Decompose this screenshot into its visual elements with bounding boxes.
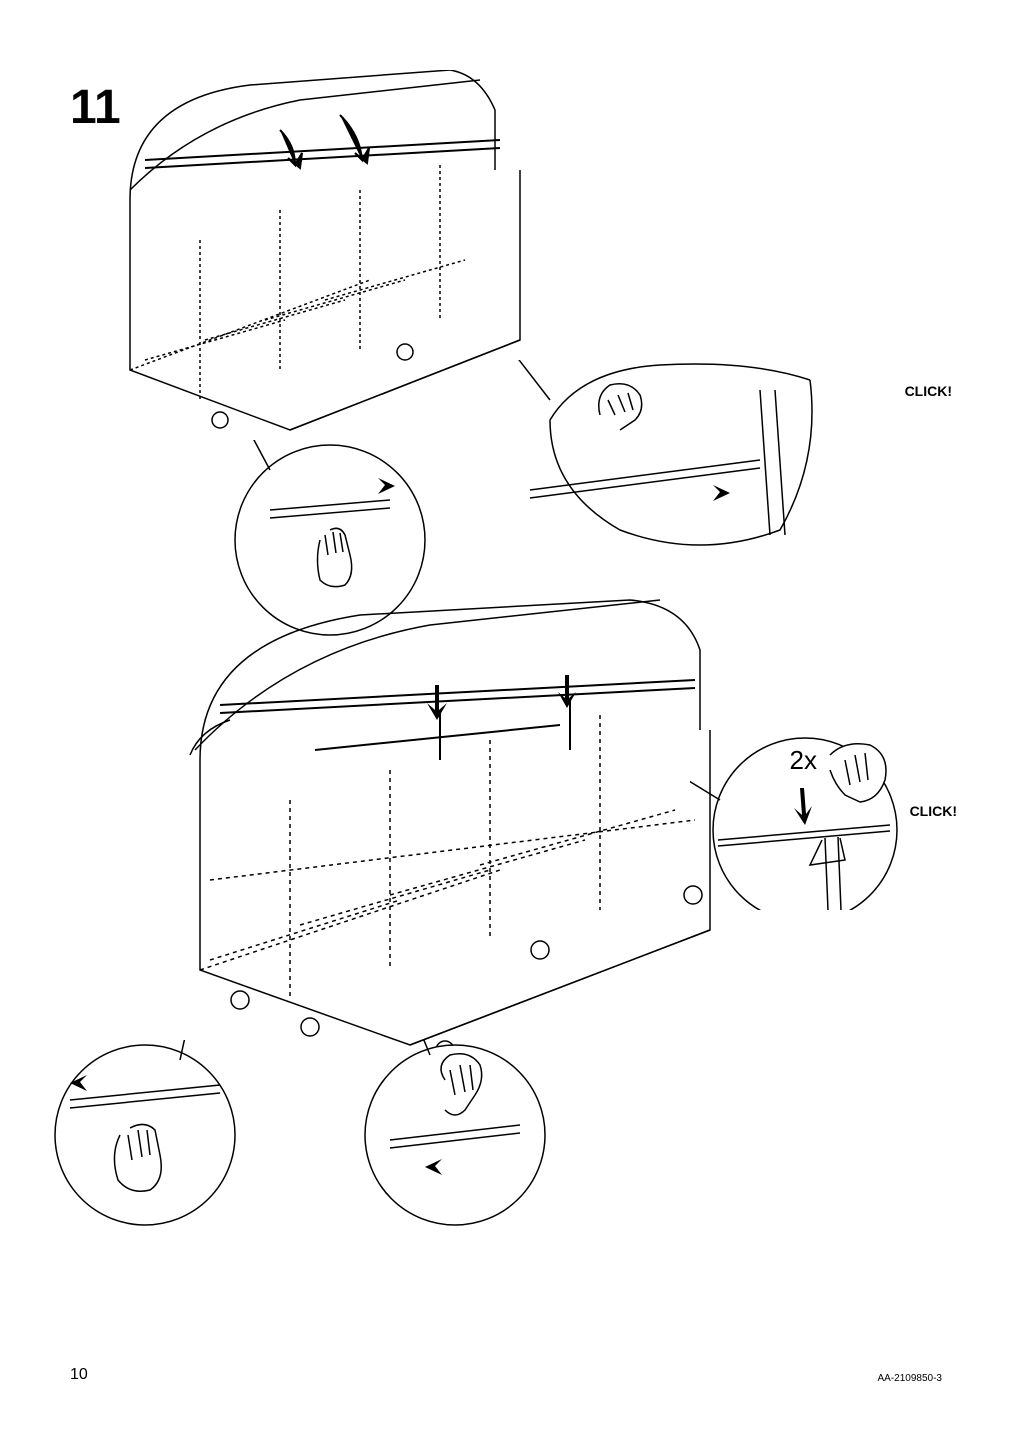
click-label-bottom: CLICK! bbox=[910, 803, 957, 819]
multiplier-label: 2x bbox=[790, 745, 817, 776]
detail-circle-bottom-center bbox=[360, 1040, 550, 1230]
detail-circle-click-top bbox=[500, 360, 820, 560]
detail-circle-bottom-left bbox=[50, 1040, 240, 1230]
diagram-area bbox=[80, 70, 930, 1320]
document-id: AA-2109850-3 bbox=[878, 1373, 943, 1384]
page-number: 10 bbox=[70, 1366, 88, 1384]
detail-circle-2x-click bbox=[690, 710, 920, 910]
greenhouse-bottom-view bbox=[140, 590, 720, 1060]
page-container: 11 bbox=[0, 0, 1012, 1432]
greenhouse-top-view bbox=[100, 70, 550, 440]
click-label-top: CLICK! bbox=[905, 383, 952, 399]
